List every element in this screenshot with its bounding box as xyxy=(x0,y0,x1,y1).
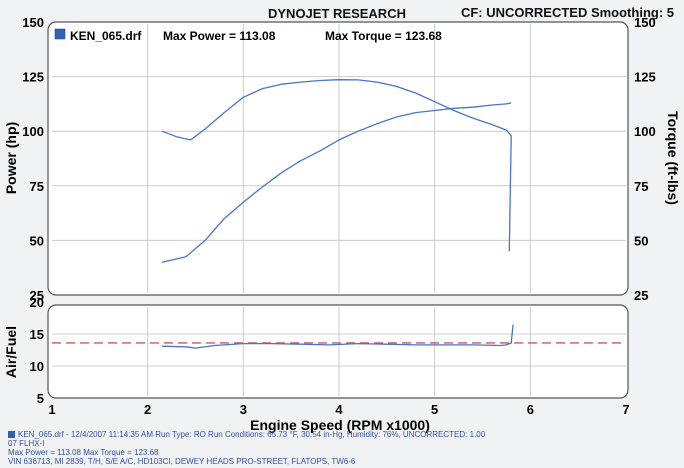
legend-file: KEN_065.drf xyxy=(70,29,142,43)
footer-swatch xyxy=(8,431,15,439)
y-axis-label-power: Power (hp) xyxy=(3,122,19,194)
y-tick-label-power: 25 xyxy=(30,288,44,303)
footer-line-1: KEN_065.drf - 12/4/2007 11:14:35 AM Run … xyxy=(8,430,485,439)
chart-marks xyxy=(52,79,626,349)
grid-lines xyxy=(52,24,626,396)
cf-smoothing-label: CF: UNCORRECTED Smoothing: 5 xyxy=(460,5,674,20)
y-tick-label-power: 100 xyxy=(22,124,44,139)
x-tick-label: 4 xyxy=(335,402,343,417)
footer-line-3: Max Power = 113.08 Max Torque = 123.68 xyxy=(8,448,159,457)
x-tick-label: 2 xyxy=(144,402,151,417)
y2-tick-label-torque: 125 xyxy=(634,70,656,85)
legend-swatch xyxy=(54,28,66,40)
footer-line-2: 07 FLHX-I xyxy=(8,439,45,448)
x-tick-label: 5 xyxy=(431,402,438,417)
y2-tick-label-torque: 100 xyxy=(634,124,656,139)
y2-tick-label-torque: 150 xyxy=(634,15,656,30)
y-tick-label-airfuel: 10 xyxy=(30,359,44,374)
y-axis-label-airfuel: Air/Fuel xyxy=(3,326,19,378)
y-tick-label-power: 125 xyxy=(22,70,44,85)
chart-title: DYNOJET RESEARCH xyxy=(268,6,406,21)
x-tick-label: 1 xyxy=(48,402,55,417)
footer-line-4: VIN 636713, MI 2839, T/H, S/E A/C, HD103… xyxy=(8,457,356,466)
tick-labels: 1 2 3 4 5 6 7 25 50 75 100 125 150 25 50 75 100 125 150 5 10… xyxy=(22,15,655,417)
y-tick-label-airfuel: 5 xyxy=(37,391,44,406)
y-tick-label-power: 75 xyxy=(30,179,44,194)
y2-tick-label-torque: 25 xyxy=(634,288,648,303)
y2-axis-label-torque: Torque (ft-lbs) xyxy=(665,111,681,205)
x-tick-label: 7 xyxy=(622,402,629,417)
x-axis-label: Engine Speed (RPM x1000) xyxy=(250,417,430,433)
x-tick-label: 3 xyxy=(240,402,247,417)
afr-panel xyxy=(47,304,629,399)
footer-run-info: KEN_065.drf - 12/4/2007 11:14:35 AM Run … xyxy=(18,430,486,439)
y2-tick-label-torque: 75 xyxy=(634,179,648,194)
y-tick-label-power: 50 xyxy=(30,233,44,248)
x-tick-label: 6 xyxy=(527,402,534,417)
series-line-airfuel xyxy=(161,324,514,349)
legend-max-power: Max Power = 113.08 xyxy=(163,29,276,43)
main-panel xyxy=(47,21,629,296)
y-tick-label-power: 150 xyxy=(22,15,44,30)
y-tick-label-airfuel: 15 xyxy=(30,327,44,342)
series-line-power xyxy=(161,102,512,263)
y-tick-label-airfuel: 20 xyxy=(30,295,44,310)
legend-max-torque: Max Torque = 123.68 xyxy=(325,29,442,43)
series-line-torque xyxy=(161,79,512,252)
y2-tick-label-torque: 50 xyxy=(634,233,648,248)
